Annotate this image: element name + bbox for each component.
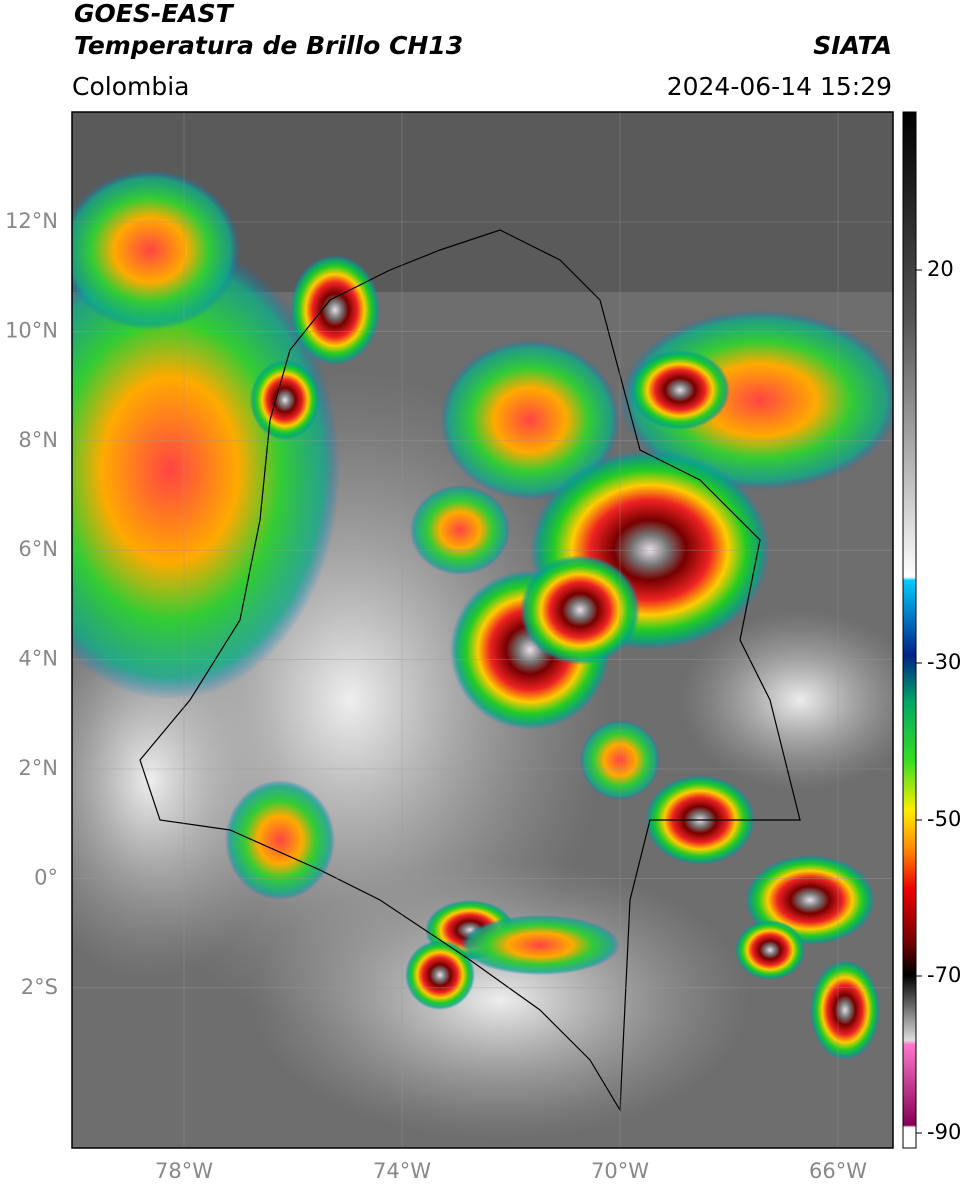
lat-label: 2°S [21, 975, 58, 999]
map-frame [71, 111, 894, 1149]
colorbar-tick-label: -70 [927, 963, 961, 987]
storm [410, 485, 510, 575]
storm [735, 920, 805, 980]
source: SIATA [813, 31, 892, 60]
colorbar-tick-label: 20 [927, 257, 954, 281]
lat-label: 10°N [5, 318, 58, 342]
lon-label: 70°W [591, 1159, 649, 1183]
cloud [680, 610, 893, 790]
storm [405, 940, 475, 1010]
country-border [139, 229, 801, 1113]
storm [290, 255, 380, 365]
lat-label: 8°N [18, 428, 58, 452]
colorbar-tick-label: -50 [927, 807, 961, 831]
region: Colombia [72, 72, 189, 101]
storm [520, 555, 640, 665]
lon-label: 74°W [373, 1159, 431, 1183]
storm [460, 915, 620, 975]
storm [72, 170, 240, 330]
lat-label: 2°N [18, 756, 58, 780]
colorbar-tick-label: -90 [927, 1120, 961, 1144]
lon-label: 78°W [155, 1159, 213, 1183]
storm [810, 960, 880, 1060]
satellite-image [72, 112, 893, 1148]
storm [250, 360, 320, 440]
datetime: 2024-06-14 15:29 [667, 72, 892, 101]
storm [440, 340, 620, 500]
graticule [72, 112, 893, 1148]
lat-label: 12°N [5, 209, 58, 233]
lat-label: 0° [34, 865, 58, 889]
colorbar [902, 111, 917, 1149]
storm [630, 350, 730, 430]
lat-label: 6°N [18, 537, 58, 561]
storm [72, 240, 340, 700]
lat-label: 4°N [18, 647, 58, 671]
storm [225, 780, 335, 900]
title: GOES-EAST [74, 0, 235, 28]
lon-label: 66°W [809, 1159, 867, 1183]
subtitle: Temperatura de Brillo CH13 [74, 31, 463, 60]
colorbar-tick-label: -30 [927, 650, 961, 674]
cloud [250, 860, 750, 1140]
